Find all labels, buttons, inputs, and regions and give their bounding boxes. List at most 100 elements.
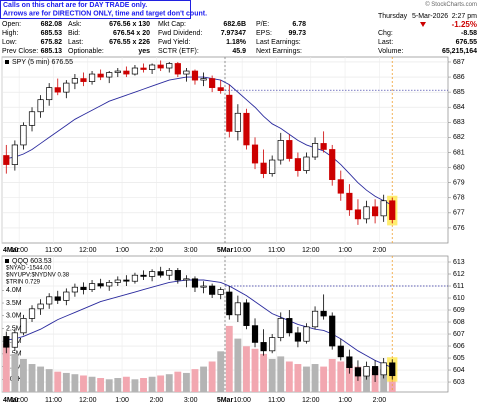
side-value: 65,215,164 xyxy=(442,48,477,55)
volume-bar xyxy=(234,338,242,392)
volume-bar xyxy=(45,369,53,392)
volume-bar xyxy=(71,374,79,392)
candle-body xyxy=(114,279,121,283)
x-tick-label: 2:00 xyxy=(373,397,387,404)
field-value: 7.97347 xyxy=(221,30,246,37)
y-tick-label: 686 xyxy=(453,74,465,81)
candle-body xyxy=(3,155,10,165)
field-label: Optionable: xyxy=(68,48,104,55)
moving-average xyxy=(6,76,393,206)
candle-body xyxy=(174,270,181,281)
candle-body xyxy=(363,206,370,220)
volume-bar xyxy=(251,348,259,392)
candle-body xyxy=(46,87,53,101)
candle-body xyxy=(97,73,104,78)
candle-body xyxy=(260,342,267,352)
side-label: Chg: xyxy=(378,30,393,37)
field-label: Fwd Yield: xyxy=(158,39,190,46)
volume-bar xyxy=(208,361,216,392)
candle-body xyxy=(294,158,301,171)
candle-body xyxy=(226,291,233,316)
volume-bar xyxy=(345,364,353,392)
field-value: 685.13 xyxy=(41,48,63,55)
candle-body xyxy=(346,192,353,211)
candle-body xyxy=(337,345,344,358)
candle-body xyxy=(286,318,293,334)
volume-bar xyxy=(80,375,87,392)
candle-body xyxy=(63,291,70,301)
field-value: 676.56 x 130 xyxy=(109,21,150,28)
candle-body xyxy=(243,302,250,326)
candle-body xyxy=(140,67,147,70)
candle-body xyxy=(380,200,387,217)
x-tick-label: 12:00 xyxy=(302,247,320,254)
field-label: Mkt Cap: xyxy=(158,21,186,28)
y-tick-label: 606 xyxy=(453,343,465,350)
candle-body xyxy=(260,162,267,174)
candle-body xyxy=(71,78,78,84)
weekday: Thursday xyxy=(378,13,408,20)
candle-body xyxy=(37,303,44,310)
notice-box xyxy=(0,0,191,19)
y-tick-label: 612 xyxy=(453,271,465,278)
candle-body xyxy=(277,140,284,161)
candle-body xyxy=(166,270,173,276)
candle-body xyxy=(243,112,250,146)
volume-bar xyxy=(260,353,268,392)
volume-bar xyxy=(337,361,345,392)
x-tick-label: 2:00 xyxy=(150,397,164,404)
candle-body xyxy=(389,200,396,220)
x-tick-label: 10:00 xyxy=(233,397,251,404)
candle-body xyxy=(311,310,319,328)
volume-bar xyxy=(328,358,336,392)
y-tick-label: 608 xyxy=(453,319,465,326)
candle-body xyxy=(114,70,121,73)
volume-bar xyxy=(363,369,370,392)
legend-swatch xyxy=(5,60,9,64)
candle-body xyxy=(46,296,53,305)
x-tick-label: 10:00 xyxy=(233,247,251,254)
candle-body xyxy=(54,87,61,93)
change-pct: -1.25% xyxy=(452,20,477,29)
date: 5-Mar-2026 xyxy=(412,13,448,20)
candle-body xyxy=(251,144,259,164)
volume-bar xyxy=(200,366,207,392)
candle-body xyxy=(363,366,370,377)
candle-body xyxy=(3,336,10,348)
field-value: 45.9 xyxy=(232,48,246,55)
candle-body xyxy=(277,318,284,338)
candle-body xyxy=(80,286,87,290)
volume-bar xyxy=(165,374,173,392)
y-tick-label: 605 xyxy=(453,355,465,362)
x-tick-label: 3:00 xyxy=(184,247,198,254)
time: 2:27 pm xyxy=(452,13,477,20)
indicator-legend: $TRIN 0.729 xyxy=(6,280,41,286)
y-tick-label: 687 xyxy=(453,59,465,66)
candle-body xyxy=(20,124,27,146)
candle-body xyxy=(372,206,379,217)
candle-body xyxy=(11,332,18,348)
field-value: 682.08 xyxy=(41,21,63,28)
candle-body xyxy=(329,315,336,347)
candle-body xyxy=(88,73,96,82)
candle-body xyxy=(149,64,156,70)
notice-line: Arrows are for DIRECTION ONLY, time and … xyxy=(3,10,207,17)
x-tick-label: 1:00 xyxy=(338,397,352,404)
x-tick-label: 10:00 xyxy=(10,397,28,404)
field-value: 682.6B xyxy=(223,21,246,28)
candle-body xyxy=(209,78,216,88)
candle-body xyxy=(286,140,293,159)
volume-bar xyxy=(294,364,302,392)
chart-legend: QQQ 603.53 xyxy=(12,258,52,265)
volume-bar xyxy=(174,371,182,392)
candle-body xyxy=(88,283,96,290)
candle-body xyxy=(97,283,104,287)
chart-legend: SPY (5 min) 676.55 xyxy=(12,59,73,66)
candle-body xyxy=(320,310,327,317)
field-label: Low: xyxy=(2,39,17,46)
y2-tick-label: 4.0M xyxy=(6,287,22,294)
volume-bar xyxy=(88,376,96,392)
candle-body xyxy=(337,179,344,194)
volume-bar xyxy=(37,366,45,392)
volume-bar xyxy=(225,325,233,392)
